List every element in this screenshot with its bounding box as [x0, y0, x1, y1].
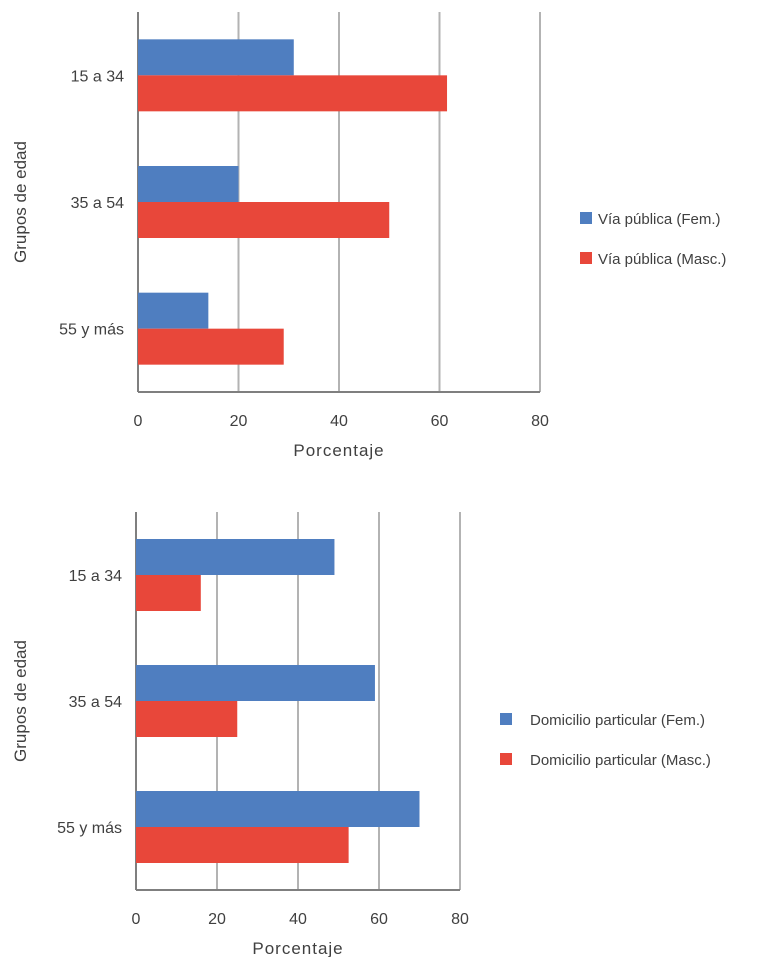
chart-domicilio-particular: 0 20 40 60 80 15 a 34 35 a 54 55 y más Porcentaj… — [11, 512, 711, 958]
x-tick-label: 80 — [451, 911, 469, 928]
chart-via-publica: 0 20 40 60 80 15 a 34 35 a 54 55 y más Porcentaj… — [11, 12, 726, 460]
x-tick-label: 40 — [330, 413, 348, 430]
bar-fem — [138, 292, 209, 329]
x-tick-label: 80 — [531, 413, 549, 430]
y-axis-title: Grupos de edad — [11, 141, 30, 263]
bar-masc — [138, 75, 448, 112]
x-tick-label: 0 — [132, 911, 141, 928]
x-tick-label: 20 — [230, 413, 248, 430]
legend-label: Domicilio particular (Fem.) — [530, 712, 705, 729]
legend-label: Domicilio particular (Masc.) — [530, 752, 711, 769]
legend-swatch-fem — [580, 212, 592, 224]
bar-fem — [136, 665, 375, 701]
bar-fem — [138, 166, 239, 202]
bar-fem — [136, 539, 335, 575]
y-tick-label: 15 a 34 — [71, 68, 124, 85]
legend-label: Vía pública (Masc.) — [598, 251, 726, 268]
y-tick-label: 55 y más — [59, 322, 124, 339]
legend-swatch-fem — [500, 713, 512, 725]
bar-fem — [136, 791, 420, 827]
y-tick-label: 35 a 54 — [69, 694, 122, 711]
y-tick-label: 15 a 34 — [69, 568, 122, 585]
legend-swatch-masc — [580, 252, 592, 264]
x-tick-label: 60 — [370, 911, 388, 928]
x-axis-title: Porcentaje — [252, 939, 343, 957]
bar-masc — [136, 827, 349, 863]
x-tick-label: 20 — [208, 911, 226, 928]
legend-label: Vía pública (Fem.) — [598, 211, 721, 228]
legend-swatch-masc — [500, 753, 512, 765]
y-axis-title: Grupos de edad — [11, 640, 30, 762]
bar-masc — [136, 575, 201, 611]
bar-masc — [138, 328, 284, 365]
x-tick-label: 0 — [134, 413, 143, 430]
x-tick-label: 60 — [431, 413, 449, 430]
y-tick-label: 55 y más — [57, 820, 122, 837]
x-tick-label: 40 — [289, 911, 307, 928]
bar-masc — [136, 701, 238, 737]
x-axis-title: Porcentaje — [293, 441, 384, 460]
bar-masc — [138, 202, 390, 238]
bar-fem — [138, 39, 294, 76]
y-tick-label: 35 a 54 — [71, 195, 124, 212]
